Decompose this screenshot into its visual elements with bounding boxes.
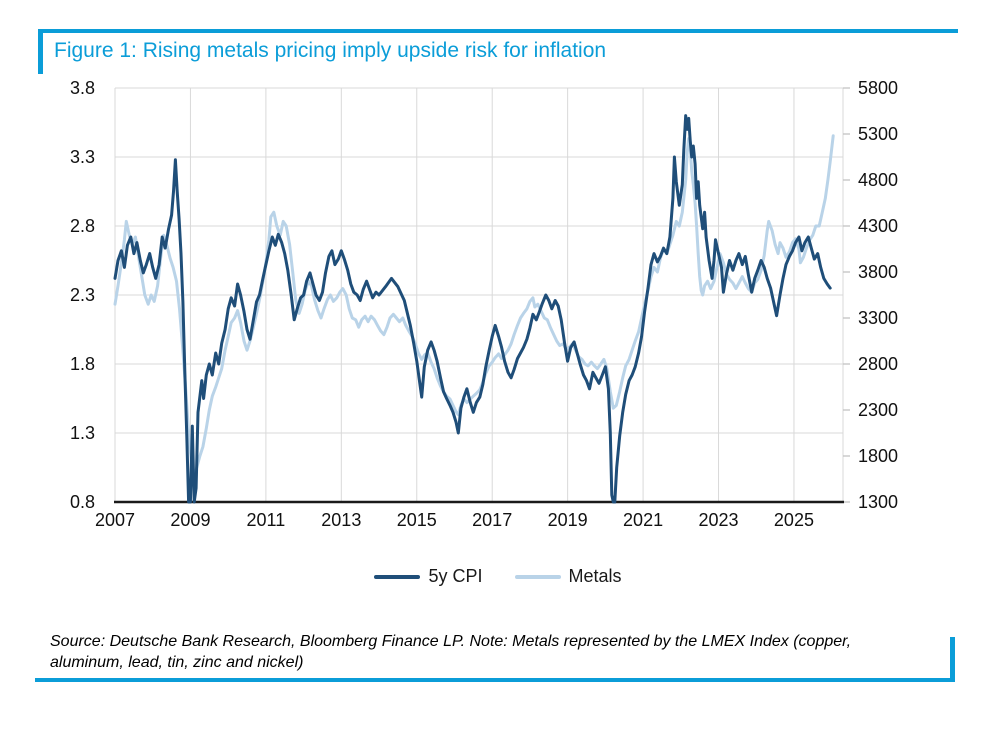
right-axis-tick-label: 3300 xyxy=(858,308,899,328)
x-axis-tick-label: 2019 xyxy=(547,510,588,530)
series-line-metals xyxy=(113,134,835,478)
right-axis-tick-label: 1800 xyxy=(858,446,899,466)
legend-swatch xyxy=(374,574,421,579)
footer-accent-bar xyxy=(950,637,955,682)
legend-label: 5y CPI xyxy=(428,566,483,586)
x-axis-tick-label: 2017 xyxy=(472,510,513,530)
x-axis-tick-label: 2011 xyxy=(246,510,286,530)
right-axis-tick-label: 5300 xyxy=(858,124,899,144)
series-line-5y-cpi xyxy=(113,114,832,504)
right-axis-tick-label: 1300 xyxy=(858,492,899,512)
right-axis-tick-label: 4300 xyxy=(858,216,899,236)
left-axis-tick-label: 3.8 xyxy=(69,78,95,98)
source-note: Source: Deutsche Bank Research, Bloomber… xyxy=(50,633,852,671)
right-axis-tick-label: 2300 xyxy=(858,400,899,420)
legend-item-5y-cpi: 5y CPI xyxy=(374,566,483,587)
chart-legend: 5y CPI Metals xyxy=(0,566,996,587)
right-axis-tick-label: 2800 xyxy=(858,354,899,374)
x-axis-tick-label: 2021 xyxy=(623,510,664,530)
x-axis-tick-label: 2009 xyxy=(170,510,211,530)
legend-label: Metals xyxy=(568,566,622,586)
right-axis-tick-label: 4800 xyxy=(858,170,899,190)
legend-swatch xyxy=(514,574,561,579)
x-axis-tick-label: 2025 xyxy=(773,510,814,530)
figure-title: Figure 1: Rising metals pricing imply up… xyxy=(54,39,607,62)
x-axis-tick-label: 2015 xyxy=(396,510,437,530)
left-axis-tick-label: 1.8 xyxy=(69,354,95,374)
left-axis-tick-label: 2.3 xyxy=(69,285,95,305)
right-axis-tick-label: 3800 xyxy=(858,262,899,282)
footer-rule xyxy=(35,678,955,682)
left-axis-tick-label: 1.3 xyxy=(69,423,95,443)
legend-item-metals: Metals xyxy=(514,566,622,587)
x-axis-tick-label: 2007 xyxy=(94,510,136,530)
left-axis-tick-label: 0.8 xyxy=(69,492,95,512)
left-axis-tick-label: 3.3 xyxy=(69,147,95,167)
header-rule xyxy=(38,29,958,33)
x-axis-tick-label: 2013 xyxy=(321,510,362,530)
left-axis-tick-label: 2.8 xyxy=(69,216,95,236)
title-accent-bar xyxy=(38,29,43,74)
x-axis-tick-label: 2023 xyxy=(698,510,739,530)
right-axis-tick-label: 5800 xyxy=(858,78,899,98)
